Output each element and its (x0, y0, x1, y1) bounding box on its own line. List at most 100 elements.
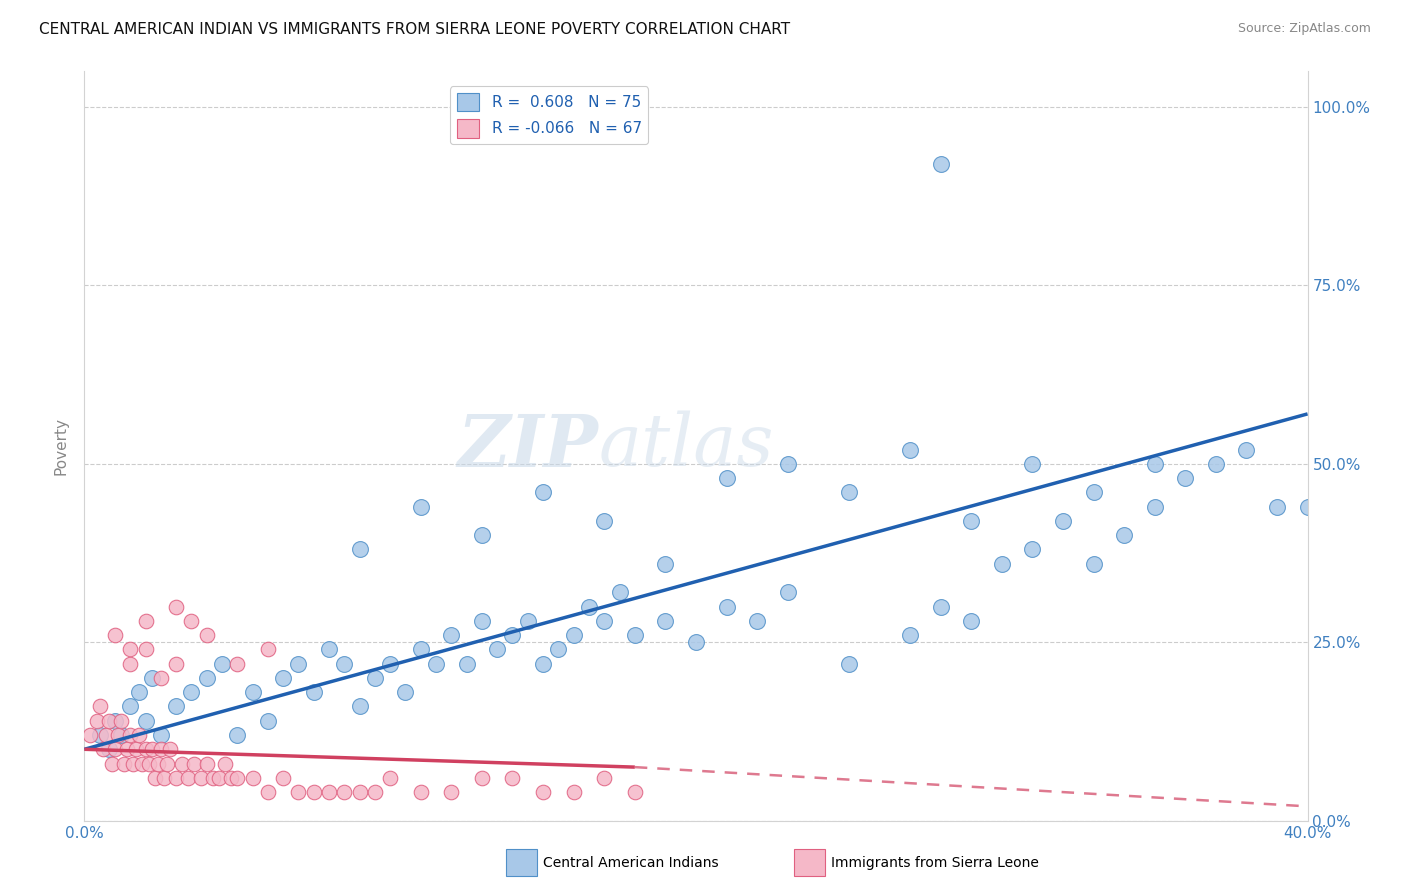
Point (141, 742, 163, 756)
Point (180, 614, 202, 628)
Point (226, 771, 249, 785)
Point (208, 771, 231, 785)
Point (838, 485, 860, 500)
Point (257, 785, 280, 799)
Point (287, 785, 309, 799)
Point (898, 628, 921, 642)
Point (1052, 514, 1074, 528)
Point (153, 771, 176, 785)
Point (440, 628, 463, 642)
Y-axis label: Poverty: Poverty (53, 417, 69, 475)
Point (120, 657, 142, 671)
Point (128, 728, 150, 742)
Point (456, 657, 478, 671)
Point (593, 614, 616, 628)
Point (226, 728, 249, 742)
Point (991, 557, 1014, 571)
Point (409, 642, 432, 657)
Point (318, 642, 340, 657)
Point (776, 585, 799, 599)
Point (531, 657, 554, 671)
Point (776, 457, 799, 471)
Point (349, 785, 371, 799)
Point (1174, 471, 1197, 485)
Point (349, 699, 371, 714)
Point (135, 642, 157, 657)
Point (349, 542, 371, 557)
Point (609, 585, 631, 599)
Point (471, 771, 494, 785)
Point (211, 657, 233, 671)
Point (1265, 500, 1288, 514)
Point (120, 642, 142, 657)
Text: Source: ZipAtlas.com: Source: ZipAtlas.com (1237, 22, 1371, 36)
Point (125, 742, 148, 756)
Point (172, 756, 194, 771)
Point (654, 557, 676, 571)
Point (364, 785, 387, 799)
Point (654, 614, 676, 628)
Point (531, 485, 554, 500)
Point (195, 756, 218, 771)
Point (960, 614, 983, 628)
Point (94, 728, 117, 742)
Point (146, 756, 169, 771)
Point (110, 728, 132, 742)
Point (97, 742, 120, 756)
Point (195, 671, 218, 685)
Point (1114, 528, 1136, 542)
Point (333, 657, 356, 671)
Point (960, 514, 983, 528)
Point (1021, 542, 1043, 557)
Point (165, 699, 187, 714)
Point (502, 771, 524, 785)
Point (107, 728, 129, 742)
Point (138, 756, 160, 771)
Point (409, 785, 432, 799)
Point (242, 771, 264, 785)
Point (180, 685, 202, 699)
Point (1083, 485, 1105, 500)
Point (89, 699, 111, 714)
Text: CENTRAL AMERICAN INDIAN VS IMMIGRANTS FROM SIERRA LEONE POVERTY CORRELATION CHAR: CENTRAL AMERICAN INDIAN VS IMMIGRANTS FR… (39, 22, 790, 37)
Point (929, 157, 952, 171)
Point (89, 728, 111, 742)
Point (141, 671, 163, 685)
Point (135, 614, 157, 628)
Point (898, 442, 921, 457)
Point (97, 714, 120, 728)
Point (183, 756, 205, 771)
Point (128, 685, 150, 699)
Point (333, 785, 356, 799)
Point (1021, 457, 1043, 471)
Point (716, 599, 738, 614)
Point (409, 500, 432, 514)
Point (593, 771, 616, 785)
Point (101, 756, 124, 771)
Point (364, 671, 387, 685)
Point (143, 771, 166, 785)
Point (271, 771, 294, 785)
Point (104, 742, 127, 756)
Point (929, 599, 952, 614)
Point (135, 742, 157, 756)
Point (122, 756, 145, 771)
Point (149, 742, 172, 756)
Point (165, 599, 187, 614)
Point (562, 628, 585, 642)
Point (110, 714, 132, 728)
Point (1083, 557, 1105, 571)
Point (156, 756, 179, 771)
Point (502, 628, 524, 642)
Point (716, 471, 738, 485)
Point (578, 599, 600, 614)
Point (226, 657, 249, 671)
Point (159, 742, 181, 756)
Point (531, 785, 554, 799)
Point (219, 771, 242, 785)
Point (135, 714, 157, 728)
Point (471, 614, 494, 628)
Point (380, 771, 402, 785)
Point (302, 685, 325, 699)
Point (86, 714, 108, 728)
